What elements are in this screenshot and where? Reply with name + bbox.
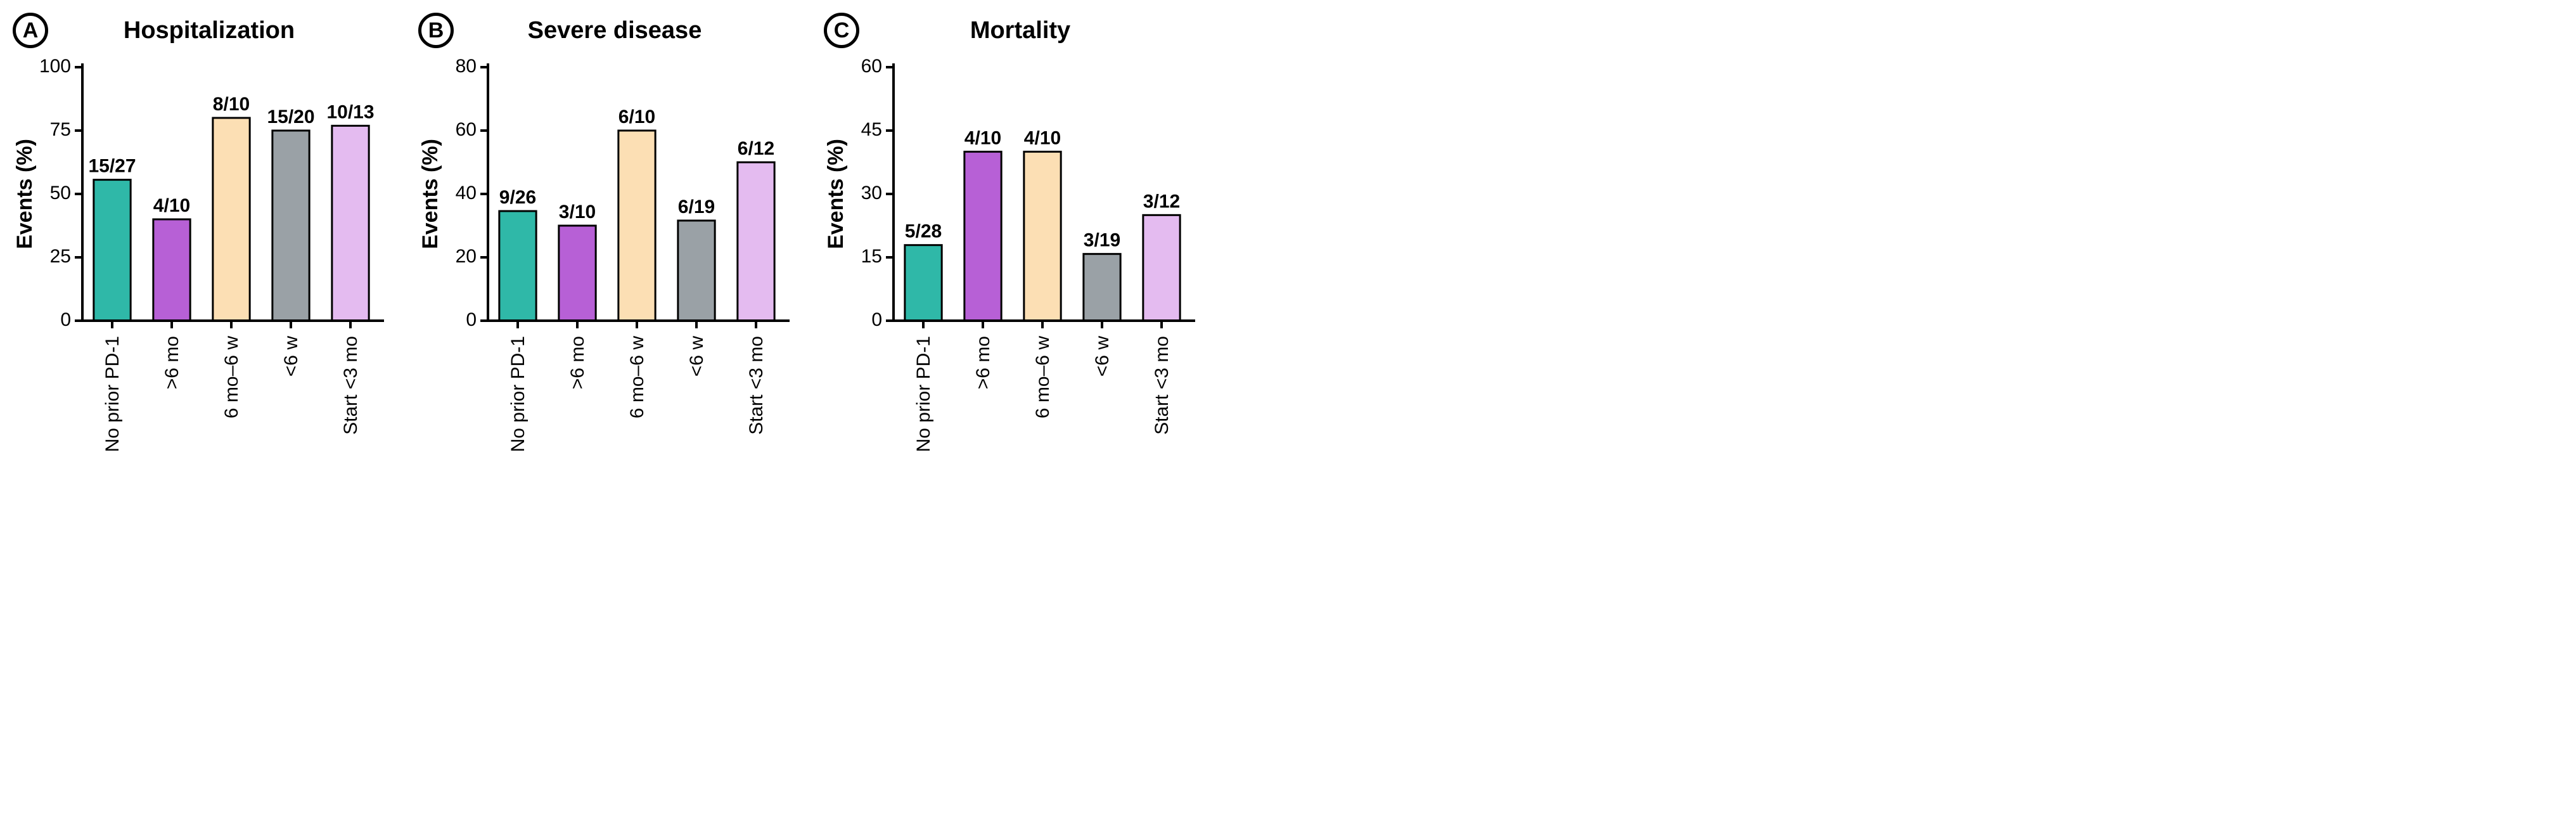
x-tick-label: >6 mo — [162, 336, 183, 389]
bar — [499, 211, 536, 321]
bar — [94, 180, 131, 321]
x-tick-label: 6 mo–6 w — [221, 336, 242, 418]
y-tick-label: 60 — [861, 56, 882, 77]
panel-badge: A — [13, 13, 48, 48]
bar-value-label: 6/12 — [738, 138, 774, 159]
x-tick-label: Start <3 mo — [1151, 336, 1172, 435]
panel-header: B Severe disease — [418, 13, 798, 48]
bar — [1024, 151, 1061, 321]
bar-chart: Events (%) 0 15 30 45 60 5/28 No prior PD-1 4/10… — [824, 55, 1204, 524]
x-tick-label: <6 w — [686, 336, 707, 377]
chart-panel: C Mortality Events (%) 0 15 30 45 60 5/28 No prio… — [824, 13, 1204, 524]
bar-chart: Events (%) 0 25 50 75 100 15/27 No prior PD-1 4/… — [13, 55, 393, 524]
x-tick-label: No prior PD-1 — [508, 336, 529, 452]
x-tick-label: 6 mo–6 w — [627, 336, 648, 418]
bar — [1084, 254, 1120, 321]
bar-value-label: 3/12 — [1143, 191, 1180, 212]
y-tick-label: 15 — [861, 246, 882, 267]
bar-value-label: 15/27 — [88, 156, 136, 177]
chart-panel: B Severe disease Events (%) 0 20 40 60 80 9/26 No… — [418, 13, 798, 524]
panel-header: A Hospitalization — [13, 13, 393, 48]
panel-title: Severe disease — [466, 17, 798, 44]
bar-value-label: 6/19 — [678, 196, 715, 217]
x-tick-label: No prior PD-1 — [102, 336, 123, 452]
bar — [905, 245, 942, 321]
bar-value-label: 5/28 — [905, 221, 942, 242]
bar-value-label: 4/10 — [153, 195, 190, 216]
y-axis-title: Events (%) — [13, 139, 37, 249]
y-tick-label: 30 — [861, 183, 882, 203]
y-tick-label: 0 — [60, 309, 71, 330]
y-tick-label: 20 — [456, 246, 477, 267]
panel-title: Hospitalization — [61, 17, 393, 44]
bar-value-label: 15/20 — [267, 106, 314, 127]
panel-title: Mortality — [872, 17, 1204, 44]
bar — [332, 126, 369, 321]
bar — [559, 226, 596, 321]
y-tick-label: 45 — [861, 119, 882, 140]
y-axis-title: Events (%) — [418, 139, 442, 249]
x-tick-label: Start <3 mo — [340, 336, 361, 435]
y-tick-label: 60 — [456, 119, 477, 140]
bar-value-label: 8/10 — [213, 94, 250, 115]
bar — [618, 131, 655, 321]
x-tick-label: <6 w — [281, 336, 302, 377]
bar-value-label: 3/10 — [559, 202, 596, 222]
y-tick-label: 0 — [871, 309, 882, 330]
bar — [738, 162, 774, 321]
y-tick-label: 75 — [50, 119, 71, 140]
panel-badge: B — [418, 13, 454, 48]
bar-value-label: 3/19 — [1084, 230, 1120, 251]
y-tick-label: 25 — [50, 246, 71, 267]
panel-badge: C — [824, 13, 859, 48]
y-tick-label: 100 — [39, 56, 71, 77]
bar-chart: Events (%) 0 20 40 60 80 9/26 No prior PD-1 3/10… — [418, 55, 798, 524]
bar-value-label: 4/10 — [964, 127, 1001, 148]
x-tick-label: >6 mo — [973, 336, 994, 389]
x-tick-label: No prior PD-1 — [913, 336, 934, 452]
y-tick-label: 40 — [456, 183, 477, 203]
chart-panel: A Hospitalization Events (%) 0 25 50 75 100 15/2… — [13, 13, 393, 524]
y-tick-label: 80 — [456, 56, 477, 77]
x-tick-label: Start <3 mo — [746, 336, 767, 435]
bar-value-label: 6/10 — [618, 106, 655, 127]
y-axis-title: Events (%) — [824, 139, 848, 249]
bar-value-label: 10/13 — [326, 101, 374, 122]
bar — [153, 219, 190, 321]
bar-value-label: 9/26 — [499, 187, 536, 208]
x-tick-label: 6 mo–6 w — [1032, 336, 1053, 418]
bar — [678, 221, 715, 321]
bar — [213, 118, 250, 321]
panel-header: C Mortality — [824, 13, 1204, 48]
x-tick-label: <6 w — [1092, 336, 1113, 377]
figure-row: A Hospitalization Events (%) 0 25 50 75 100 15/2… — [13, 13, 2563, 524]
bar — [272, 131, 309, 321]
bar — [1143, 215, 1180, 321]
y-tick-label: 0 — [466, 309, 477, 330]
x-tick-label: >6 mo — [567, 336, 588, 389]
y-tick-label: 50 — [50, 183, 71, 203]
bar — [964, 151, 1001, 321]
bar-value-label: 4/10 — [1024, 127, 1061, 148]
